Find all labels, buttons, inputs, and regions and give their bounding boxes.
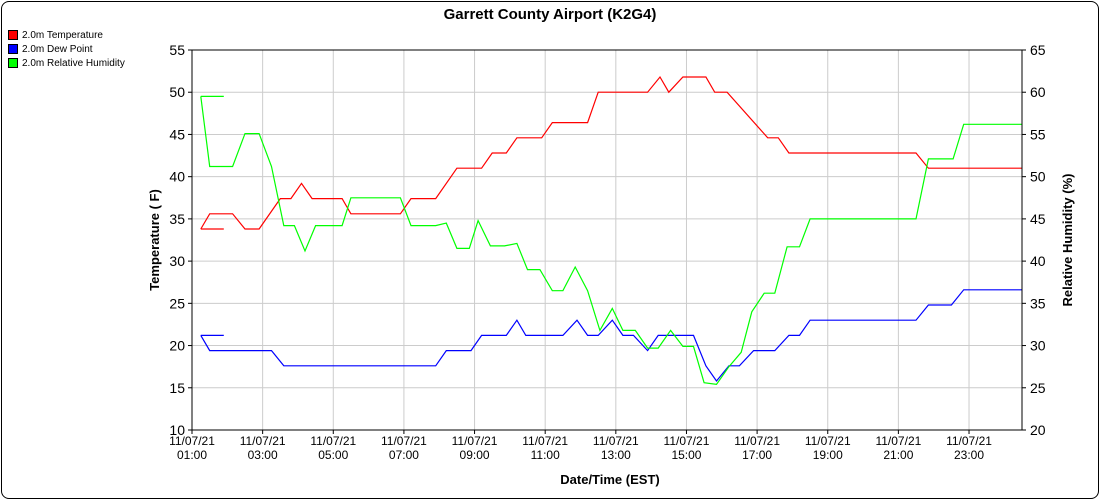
y2-tick-label: 45 <box>1030 211 1046 227</box>
y2-tick-label: 35 <box>1030 295 1046 311</box>
chart-title: Garrett County Airport (K2G4) <box>444 6 657 23</box>
x-tick-label: 03:00 <box>248 448 278 462</box>
y2-tick-label: 55 <box>1030 126 1046 142</box>
x-tick-label: 13:00 <box>601 448 631 462</box>
2-0m-relative-humidity-line <box>200 96 1022 386</box>
legend-label: 2.0m Temperature <box>22 29 103 41</box>
x-tick-label: 11/07/21 <box>593 434 639 448</box>
legend-swatch <box>8 58 18 68</box>
2-0m-dew-point-line <box>200 289 1022 382</box>
y-axis-label: Temperature ( F) <box>147 189 162 291</box>
x-tick-label: 11/07/21 <box>452 434 498 448</box>
x-tick-label: 11/07/21 <box>310 434 356 448</box>
x-tick-label: 11/07/21 <box>169 434 215 448</box>
x-tick-label: 11/07/21 <box>240 434 286 448</box>
x-tick-label: 01:00 <box>177 448 207 462</box>
y-tick-label: 45 <box>169 126 185 142</box>
legend-label: 2.0m Relative Humidity <box>22 57 125 69</box>
x-tick-label: 09:00 <box>460 448 490 462</box>
legend-swatch <box>8 44 18 54</box>
x-tick-label: 05:00 <box>318 448 348 462</box>
x-tick-label: 15:00 <box>671 448 701 462</box>
x-tick-label: 07:00 <box>389 448 419 462</box>
y-tick-label: 30 <box>169 253 185 269</box>
y-tick-label: 55 <box>169 42 185 58</box>
legend-item: 2.0m Relative Humidity <box>8 56 125 70</box>
x-tick-label: 17:00 <box>742 448 772 462</box>
y-tick-label: 10 <box>169 422 185 438</box>
x-tick-label: 11/07/21 <box>381 434 427 448</box>
y2-tick-label: 65 <box>1030 42 1046 58</box>
x-tick-label: 21:00 <box>883 448 913 462</box>
y2-tick-label: 50 <box>1030 169 1046 185</box>
x-tick-label: 11/07/21 <box>522 434 568 448</box>
x-tick-label: 11/07/21 <box>734 434 780 448</box>
x-tick-label: 19:00 <box>813 448 843 462</box>
y-tick-label: 40 <box>169 169 185 185</box>
series-lines <box>200 75 1022 386</box>
legend-swatch <box>8 30 18 40</box>
y-tick-label: 35 <box>169 211 185 227</box>
y2-tick-label: 30 <box>1030 338 1046 354</box>
2-0m-temperature-line <box>200 75 1022 230</box>
legend: 2.0m Temperature 2.0m Dew Point 2.0m Relat… <box>8 28 125 70</box>
y2-tick-label: 40 <box>1030 253 1046 269</box>
y2-tick-label: 60 <box>1030 84 1046 100</box>
x-axis-label: Date/Time (EST) <box>560 472 659 487</box>
x-tick-label: 11/07/21 <box>946 434 992 448</box>
y2-tick-label: 20 <box>1030 422 1046 438</box>
axes: 10 15 20 25 30 35 40 45 50 55 20 25 30 35 40 45 50 55 60 65… <box>169 42 1046 462</box>
x-tick-label: 23:00 <box>954 448 984 462</box>
y-tick-label: 15 <box>169 380 185 396</box>
plot-border <box>191 49 1023 431</box>
y-tick-label: 50 <box>169 84 185 100</box>
x-tick-label: 11/07/21 <box>805 434 851 448</box>
y2-tick-label: 25 <box>1030 380 1046 396</box>
x-tick-label: 11/07/21 <box>664 434 710 448</box>
y-tick-label: 25 <box>169 295 185 311</box>
plot-area <box>192 50 1022 430</box>
y-tick-label: 20 <box>169 338 185 354</box>
legend-label: 2.0m Dew Point <box>22 43 93 55</box>
legend-item: 2.0m Dew Point <box>8 42 125 56</box>
x-tick-label: 11:00 <box>531 448 560 462</box>
legend-item: 2.0m Temperature <box>8 28 125 42</box>
y2-axis-label: Relative Humidity (%) <box>1060 174 1075 307</box>
grid <box>191 49 1022 431</box>
x-tick-label: 11/07/21 <box>875 434 921 448</box>
